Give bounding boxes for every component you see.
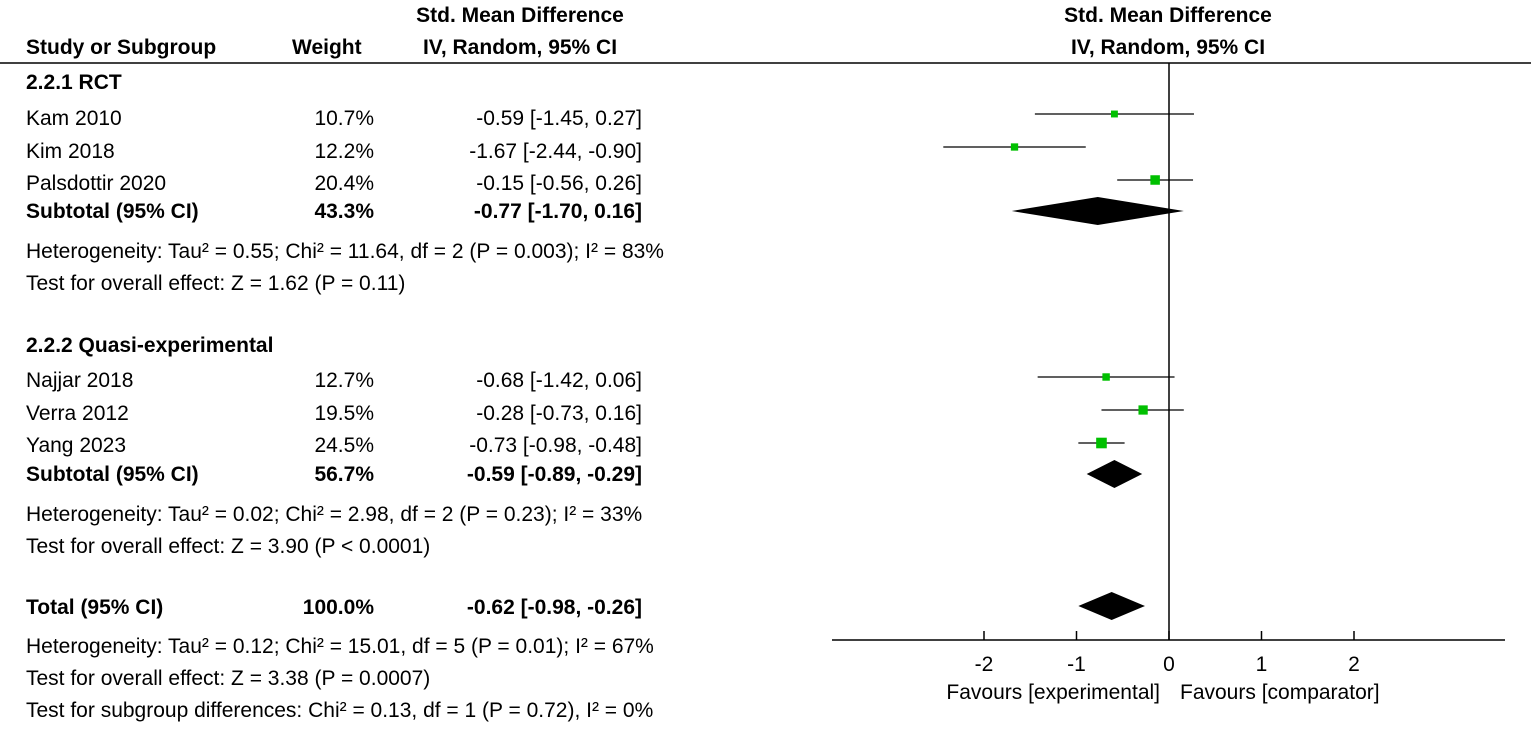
subtotal-label: Subtotal (95% CI) bbox=[26, 463, 199, 486]
total-heterogeneity-text: Heterogeneity: Tau² = 0.12; Chi² = 15.01… bbox=[26, 635, 654, 658]
study-name: Kim 2018 bbox=[26, 140, 115, 163]
plot-title: Std. Mean Difference bbox=[1064, 4, 1272, 27]
total-label: Total (95% CI) bbox=[26, 596, 164, 619]
study-weight: 20.4% bbox=[314, 172, 374, 195]
group-title: 2.2.1 RCT bbox=[26, 71, 122, 94]
study-point-marker bbox=[1110, 110, 1118, 118]
smd-column-title: Std. Mean Difference bbox=[416, 4, 624, 27]
heterogeneity-text: Heterogeneity: Tau² = 0.55; Chi² = 11.64… bbox=[26, 240, 664, 263]
weight-column-header: Weight bbox=[292, 36, 362, 59]
study-ci: -1.67 [-2.44, -0.90] bbox=[469, 140, 642, 163]
study-ci: -0.68 [-1.42, 0.06] bbox=[476, 369, 642, 392]
x-tick-label: -2 bbox=[975, 653, 994, 676]
total-overall-effect-text: Test for overall effect: Z = 3.38 (P = 0… bbox=[26, 667, 431, 690]
subgroup-differences-text: Test for subgroup differences: Chi² = 0.… bbox=[26, 699, 654, 722]
study-weight: 19.5% bbox=[314, 402, 374, 425]
favours-experimental-label: Favours [experimental] bbox=[946, 681, 1160, 704]
study-name: Yang 2023 bbox=[26, 434, 127, 457]
study-name: Najjar 2018 bbox=[26, 369, 134, 392]
x-tick-label: 0 bbox=[1163, 653, 1175, 676]
study-ci: -0.15 [-0.56, 0.26] bbox=[476, 172, 642, 195]
study-point-marker bbox=[1096, 437, 1107, 449]
overall-effect-text: Test for overall effect: Z = 1.62 (P = 0… bbox=[26, 272, 406, 295]
group-title: 2.2.2 Quasi-experimental bbox=[26, 334, 274, 357]
x-tick-label: -1 bbox=[1067, 653, 1086, 676]
study-name: Palsdottir 2020 bbox=[26, 172, 167, 195]
study-ci: -0.59 [-1.45, 0.27] bbox=[476, 107, 642, 130]
study-point-marker bbox=[1010, 143, 1019, 151]
study-point-marker bbox=[1150, 175, 1160, 185]
summary-diamond bbox=[1078, 592, 1145, 620]
study-ci: -0.28 [-0.73, 0.16] bbox=[476, 402, 642, 425]
study-weight: 24.5% bbox=[314, 434, 374, 457]
overall-effect-text: Test for overall effect: Z = 3.90 (P < 0… bbox=[26, 535, 431, 558]
study-name: Kam 2010 bbox=[26, 107, 122, 130]
subtotal-label: Subtotal (95% CI) bbox=[26, 200, 199, 223]
summary-diamond bbox=[1011, 197, 1184, 225]
subtotal-weight: 56.7% bbox=[314, 463, 374, 486]
subtotal-ci: -0.59 [-0.89, -0.29] bbox=[466, 463, 642, 486]
study-weight: 12.2% bbox=[314, 140, 374, 163]
study-point-marker bbox=[1138, 405, 1148, 415]
plot-subtitle: IV, Random, 95% CI bbox=[1070, 36, 1266, 59]
x-tick-label: 1 bbox=[1256, 653, 1268, 676]
study-column-header: Study or Subgroup bbox=[26, 36, 217, 59]
study-weight: 10.7% bbox=[314, 107, 374, 130]
subtotal-weight: 43.3% bbox=[314, 200, 374, 223]
total-weight: 100.0% bbox=[302, 596, 374, 619]
study-point-marker bbox=[1102, 373, 1110, 381]
favours-comparator-label: Favours [comparator] bbox=[1180, 681, 1380, 704]
study-weight: 12.7% bbox=[314, 369, 374, 392]
subtotal-ci: -0.77 [-1.70, 0.16] bbox=[473, 200, 642, 223]
total-ci: -0.62 [-0.98, -0.26] bbox=[466, 596, 642, 619]
heterogeneity-text: Heterogeneity: Tau² = 0.02; Chi² = 2.98,… bbox=[26, 503, 643, 526]
ci-column-header: IV, Random, 95% CI bbox=[422, 36, 618, 59]
x-tick-label: 2 bbox=[1348, 653, 1360, 676]
study-ci: -0.73 [-0.98, -0.48] bbox=[469, 434, 642, 457]
study-name: Verra 2012 bbox=[26, 402, 129, 425]
summary-diamond bbox=[1086, 460, 1143, 488]
